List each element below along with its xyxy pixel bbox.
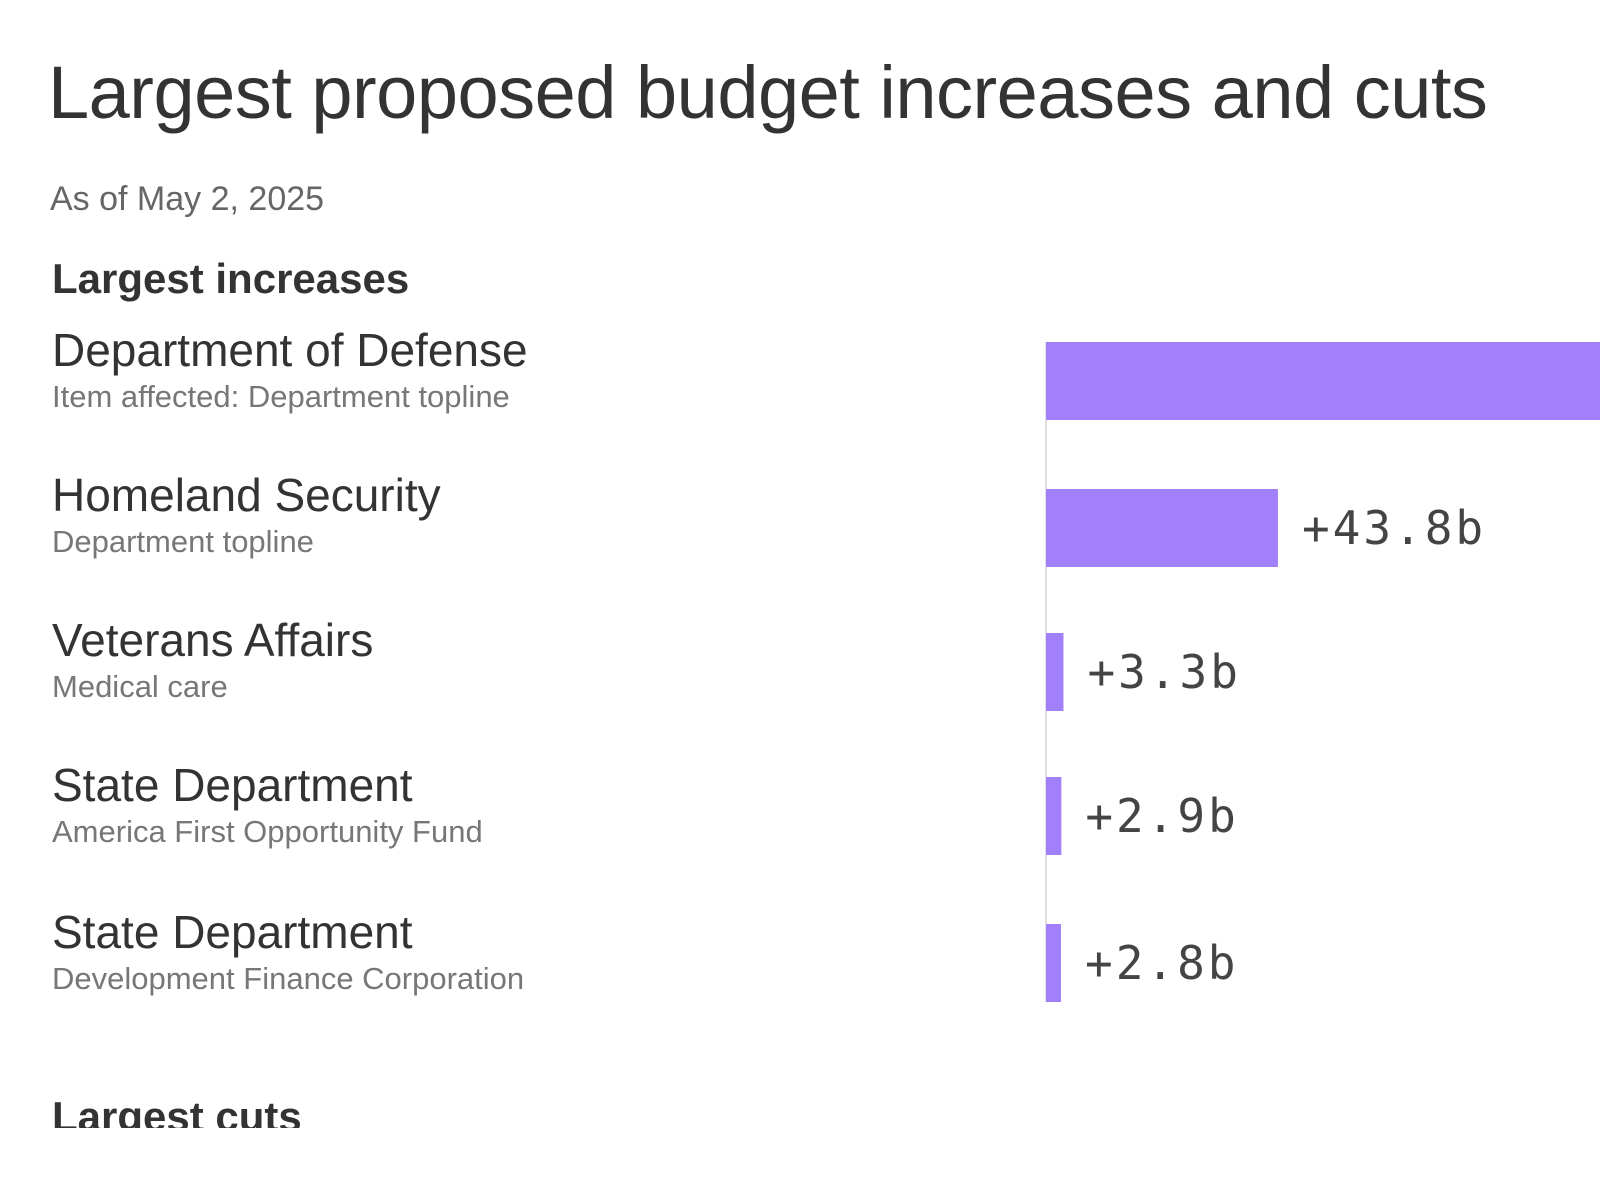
row-label-0: Department of Defense Item affected: Dep… bbox=[52, 325, 528, 414]
value-label-2: +3.3b bbox=[1087, 645, 1240, 699]
value-label-4: +2.8b bbox=[1085, 936, 1238, 990]
bar-3 bbox=[1046, 777, 1062, 855]
bar-0 bbox=[1046, 342, 1600, 420]
category-name: Department of Defense bbox=[52, 324, 528, 376]
value-label-1: +43.8b bbox=[1302, 501, 1486, 555]
section-label-increases: Largest increases bbox=[52, 255, 410, 302]
bar-1 bbox=[1046, 489, 1278, 567]
bar-4 bbox=[1046, 924, 1061, 1002]
category-item: America First Opportunity Fund bbox=[52, 813, 483, 849]
row-label-4: State Department Development Finance Cor… bbox=[52, 907, 524, 996]
category-item: Item affected: Department topline bbox=[52, 378, 510, 414]
category-name: State Department bbox=[52, 759, 413, 811]
row-label-1: Homeland Security Department topline bbox=[52, 470, 441, 559]
chart-title: Largest proposed budget increases and cu… bbox=[48, 51, 1488, 134]
row-label-2: Veterans Affairs Medical care bbox=[52, 615, 373, 704]
row-label-3: State Department America First Opportuni… bbox=[52, 760, 483, 849]
category-item: Medical care bbox=[52, 668, 228, 704]
value-label-3: +2.9b bbox=[1085, 789, 1238, 843]
category-name: Homeland Security bbox=[52, 469, 441, 521]
chart-subtitle: As of May 2, 2025 bbox=[50, 180, 325, 218]
section-label-cuts: Largest cuts bbox=[52, 1093, 302, 1128]
category-name: Veterans Affairs bbox=[52, 614, 374, 666]
category-item: Development Finance Corporation bbox=[52, 960, 525, 996]
category-item: Department topline bbox=[52, 523, 314, 559]
bar-2 bbox=[1046, 633, 1064, 711]
category-name: State Department bbox=[52, 906, 413, 958]
